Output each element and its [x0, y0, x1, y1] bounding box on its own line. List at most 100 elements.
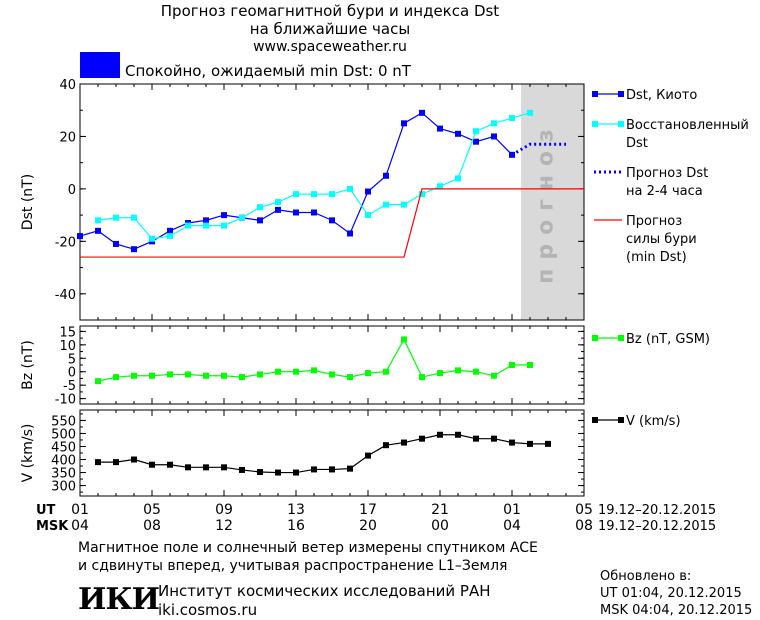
series-line-1 — [97, 338, 530, 382]
data-point — [419, 435, 425, 442]
data-point — [509, 439, 515, 446]
y-tick-label: 0 — [68, 183, 76, 198]
data-point — [491, 133, 497, 140]
site-url[interactable]: www.spaceweather.ru — [253, 39, 407, 55]
y-axis-label: Bz (nT) — [20, 340, 36, 390]
data-point — [131, 214, 137, 221]
data-point — [311, 191, 317, 198]
data-point — [257, 469, 263, 476]
legend-label: Bz (nT, GSM) — [626, 332, 710, 347]
data-point — [473, 138, 479, 145]
data-point — [347, 465, 353, 472]
data-point — [185, 371, 191, 378]
data-point — [221, 372, 227, 379]
ut-tick-label: 05 — [143, 502, 161, 518]
data-point — [383, 442, 389, 449]
ut-tick-label: 21 — [431, 502, 449, 518]
ut-axis-label: UT — [36, 503, 56, 518]
data-point — [293, 368, 299, 375]
msk-tick-label: 08 — [143, 518, 161, 534]
forecast-band — [521, 84, 584, 320]
y-axis-label: V (km/s) — [20, 424, 36, 483]
ut-tick-label: 01 — [71, 502, 89, 518]
data-point — [275, 206, 281, 213]
data-point — [383, 201, 389, 208]
series-line-1 — [98, 434, 548, 474]
y-tick-label: 10 — [59, 339, 76, 354]
legend-marker — [618, 417, 624, 423]
legend-marker — [618, 91, 624, 97]
data-point — [401, 336, 407, 343]
y-tick-label: 400 — [51, 454, 76, 469]
msk-tick-label: 00 — [431, 518, 449, 534]
y-tick-label: 15 — [59, 325, 76, 340]
footer-note-line1: Магнитное поле и солнечный ветер измерен… — [78, 540, 538, 556]
data-point — [239, 374, 245, 381]
legend-label: V (km/s) — [626, 414, 681, 429]
data-point — [473, 368, 479, 375]
data-point — [113, 459, 119, 466]
y-tick-label: -5 — [63, 379, 76, 394]
data-point — [365, 212, 371, 219]
data-point — [329, 217, 335, 224]
data-point — [221, 464, 227, 471]
data-point — [329, 371, 335, 378]
plot-frame — [79, 409, 585, 497]
data-point — [293, 191, 299, 198]
institute-url[interactable]: iki.cosmos.ru — [158, 601, 258, 619]
series-line-3 — [511, 142, 566, 157]
data-point — [167, 461, 173, 468]
data-point — [275, 469, 281, 476]
data-point — [455, 175, 461, 182]
data-point — [95, 378, 101, 385]
data-point — [527, 109, 533, 116]
status-color-swatch — [80, 52, 120, 78]
series-line-4 — [80, 188, 584, 258]
y-tick-label: 350 — [51, 467, 76, 482]
msk-tick-label: 20 — [359, 518, 377, 534]
y-tick-label: 40 — [59, 78, 76, 93]
data-point — [221, 212, 227, 219]
data-point — [77, 233, 83, 240]
legend-label: Dst — [626, 136, 648, 151]
data-point — [347, 230, 353, 237]
legend-marker — [618, 335, 624, 341]
ut-tick-label: 01 — [503, 502, 521, 518]
data-point — [419, 374, 425, 381]
data-point — [491, 120, 497, 127]
data-point — [509, 362, 515, 368]
data-point — [167, 227, 173, 234]
msk-tick-label: 16 — [287, 518, 305, 534]
footer-note-line2: и сдвинуты вперед, учитывая распростране… — [78, 558, 508, 574]
data-point — [527, 362, 533, 368]
y-tick-label: 20 — [59, 130, 76, 145]
msk-tick-label: 12 — [215, 518, 233, 534]
msk-tick-label: 08 — [575, 518, 593, 534]
data-point — [293, 469, 299, 476]
data-point — [293, 209, 299, 216]
chart-title: Прогноз геомагнитной бури и индекса Dst — [160, 2, 500, 20]
data-point — [347, 185, 353, 192]
data-point — [509, 115, 515, 122]
updated-ut: UT 01:04, 20.12.2015 — [600, 586, 742, 601]
data-point — [131, 372, 137, 379]
y-tick-label: -10 — [55, 393, 76, 408]
legend-label: силы бури — [626, 232, 697, 247]
data-point — [167, 233, 173, 240]
updated-title: Обновлено в: — [600, 569, 692, 584]
data-point — [365, 452, 371, 459]
data-point — [149, 372, 155, 379]
data-point — [401, 439, 407, 446]
data-point — [545, 440, 551, 447]
data-point — [329, 466, 335, 473]
status-text: Спокойно, ожидаемый min Dst: 0 nT — [125, 62, 411, 80]
data-point — [437, 125, 443, 132]
data-point — [329, 191, 335, 198]
y-tick-label: 550 — [51, 414, 76, 429]
data-point — [311, 209, 317, 216]
legend-label: Dst, Киото — [626, 88, 697, 103]
data-point — [257, 217, 263, 224]
data-point — [311, 466, 317, 473]
chart-subtitle: на ближайшие часы — [249, 20, 411, 38]
data-point — [203, 372, 209, 379]
